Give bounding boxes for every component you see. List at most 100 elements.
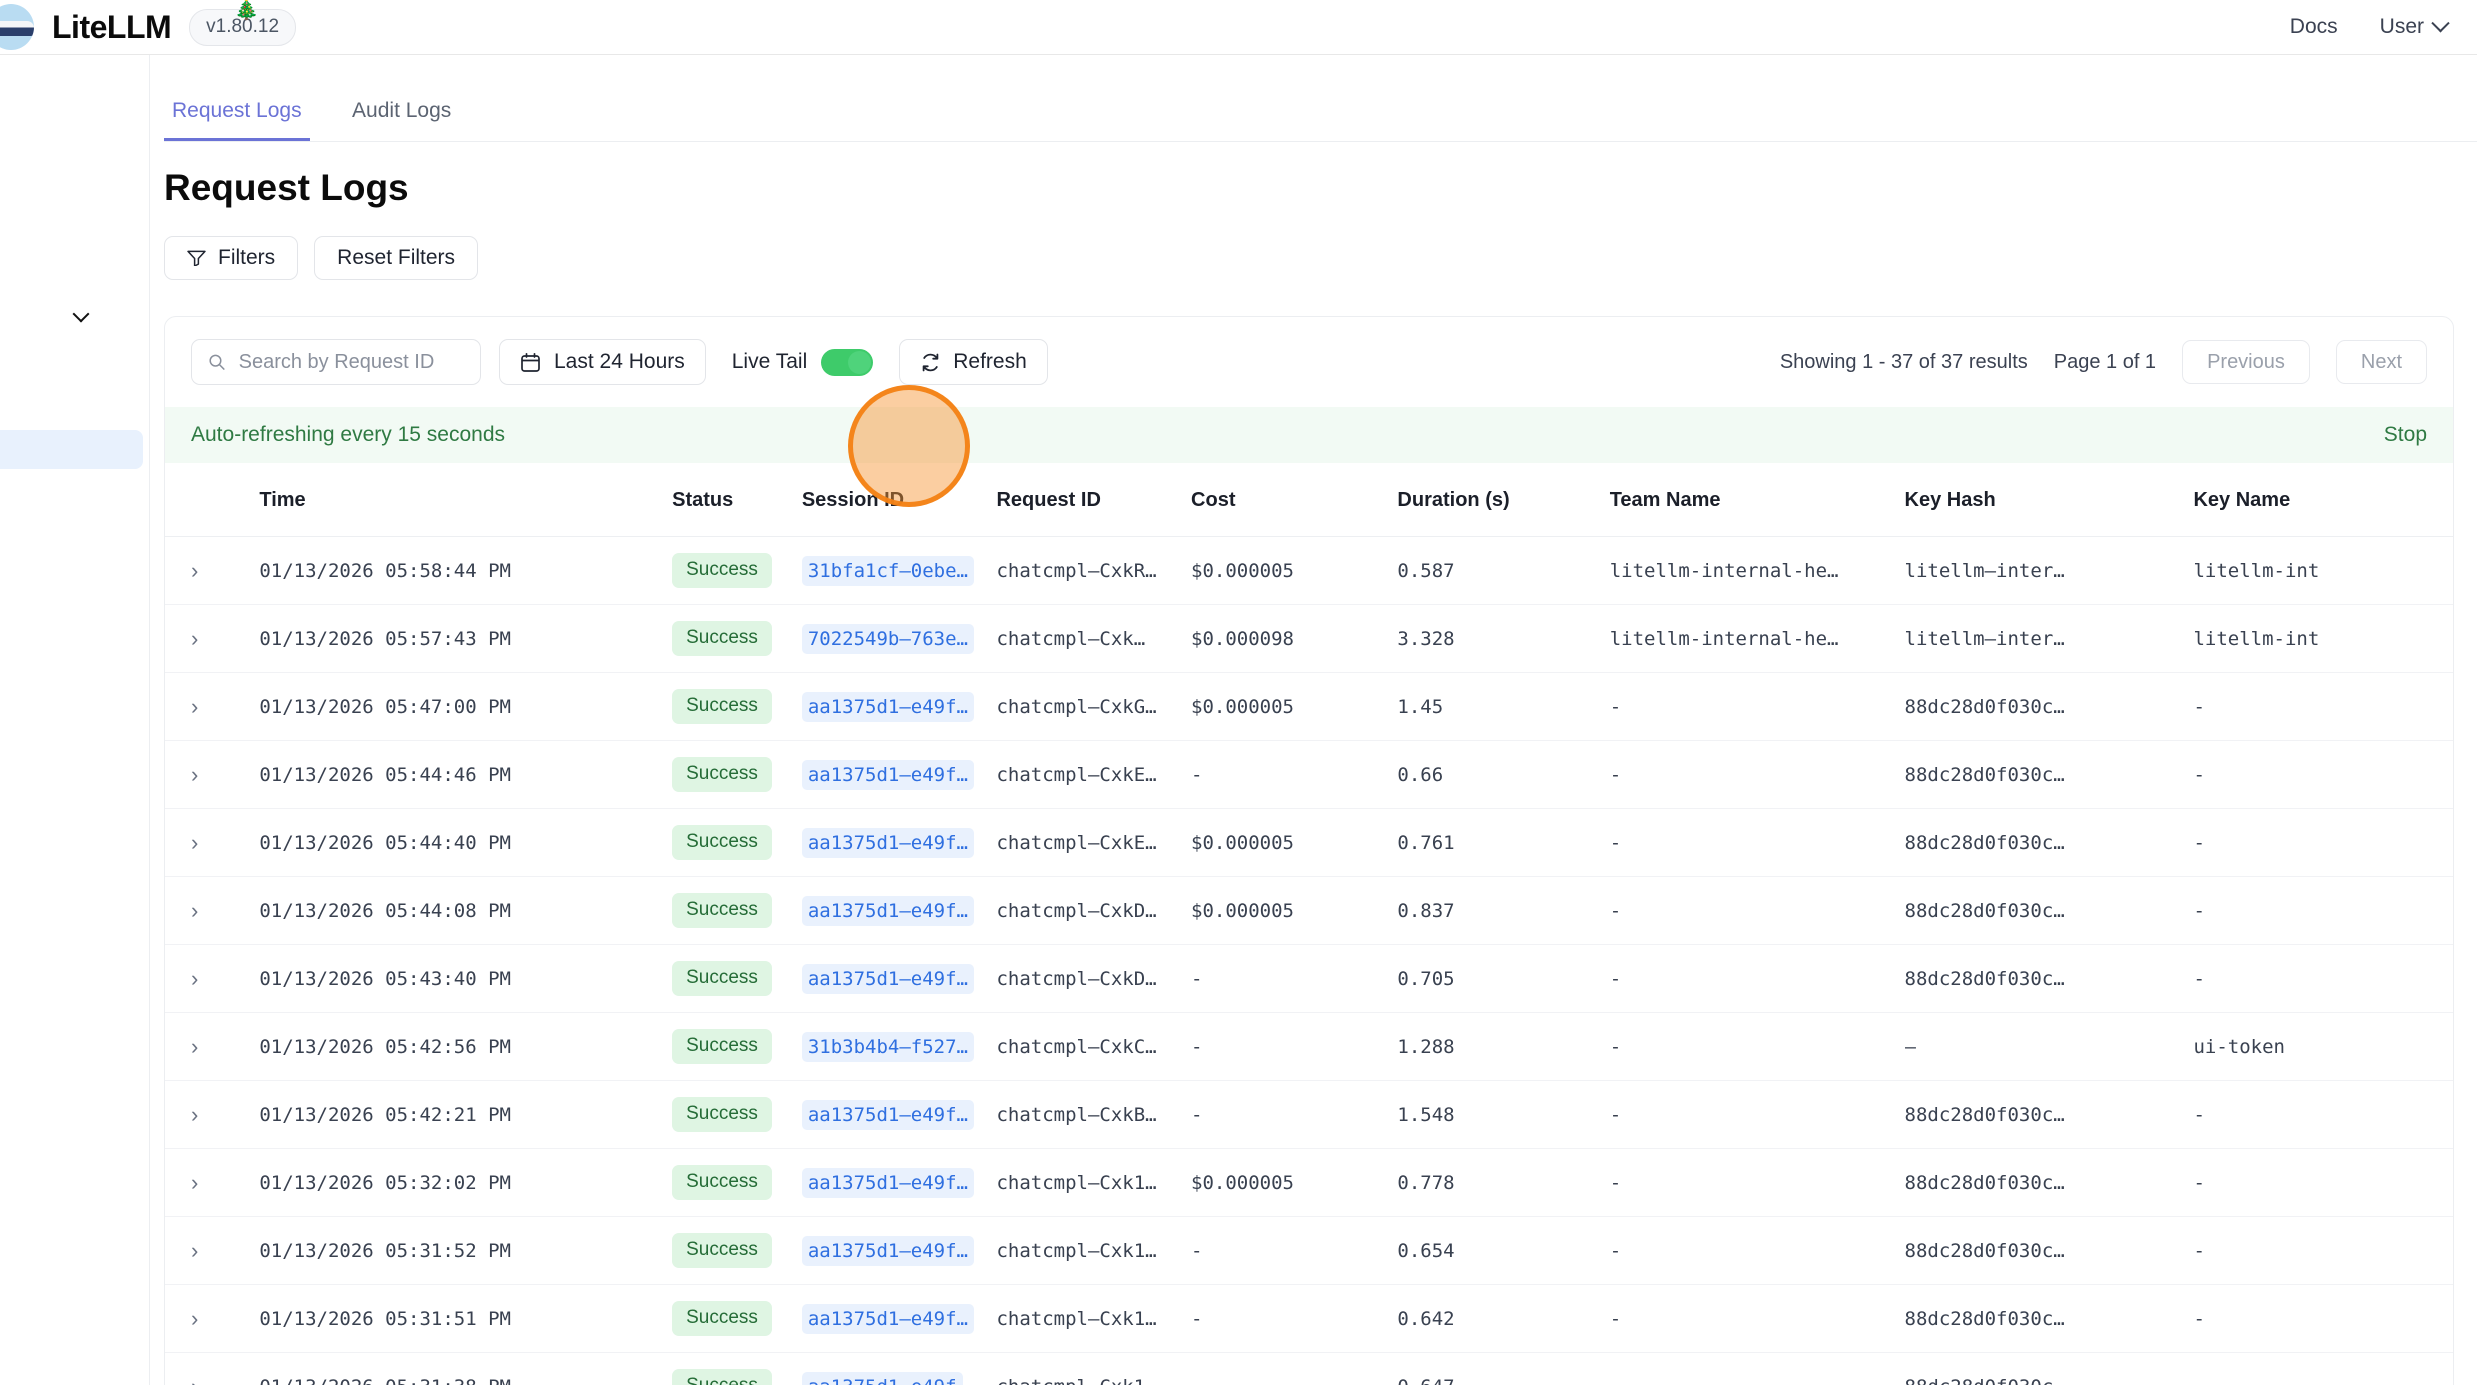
stop-auto-refresh-button[interactable]: Stop xyxy=(2383,423,2427,446)
table-row[interactable]: › 01/13/2026 05:44:08 PM Success aa1375d1–e… xyxy=(165,876,2453,945)
column-team-name[interactable]: Team Name xyxy=(1609,463,1905,537)
chevron-right-icon: › xyxy=(191,1033,199,1059)
docs-link[interactable]: Docs xyxy=(2289,15,2338,38)
brand[interactable]: LiteLLM 🎄 v1.80.12 xyxy=(0,0,297,50)
session-id-link[interactable]: 31bfa1cf–0ebe… xyxy=(801,555,974,586)
cell-request-id: chatcmpl–Cxk1 xyxy=(996,1352,1192,1385)
cell-session-id[interactable]: 7022549b–763e… xyxy=(801,604,997,673)
chevron-right-icon: › xyxy=(191,829,199,855)
session-id-link[interactable]: aa1375d1–e49f… xyxy=(801,963,974,994)
sidebar-item-teams[interactable]: s xyxy=(0,623,149,662)
sidebar-item-expandable[interactable] xyxy=(0,294,149,333)
session-id-link[interactable]: aa1375d1–e49f… xyxy=(801,827,974,858)
date-range-button[interactable]: Last 24 Hours xyxy=(499,339,706,385)
row-expand-toggle[interactable]: › xyxy=(165,672,260,741)
column-key-hash[interactable]: Key Hash xyxy=(1904,463,2194,537)
session-id-link[interactable]: 31b3b4b4–f527… xyxy=(801,1031,974,1062)
row-expand-toggle[interactable]: › xyxy=(165,1012,260,1081)
sidebar-item-new[interactable]: New xyxy=(0,391,149,430)
cell-session-id[interactable]: aa1375d1–e49f… xyxy=(801,944,997,1013)
row-expand-toggle[interactable]: › xyxy=(165,740,260,809)
sidebar-item-logs-selected[interactable] xyxy=(0,430,143,469)
cell-key-name: ui-token xyxy=(2193,1012,2453,1081)
sidebar-item-keys[interactable]: Keys xyxy=(0,81,149,120)
session-id-link[interactable]: aa1375d1–e49f… xyxy=(801,691,974,722)
column-duration[interactable]: Duration (s) xyxy=(1397,463,1610,537)
live-tail-control[interactable]: Live Tail xyxy=(732,348,874,376)
row-expand-toggle[interactable]: › xyxy=(165,808,260,877)
sidebar-item-api-reference[interactable]: erence xyxy=(0,720,149,759)
cell-session-id[interactable]: aa1375d1–e49f… xyxy=(801,1080,997,1149)
next-page-button[interactable]: Next xyxy=(2335,340,2427,384)
previous-page-button[interactable]: Previous xyxy=(2182,340,2310,384)
sidebar-item-mcp-servers[interactable]: rvers xyxy=(0,216,149,255)
row-expand-toggle[interactable]: › xyxy=(165,1352,260,1385)
table-row[interactable]: › 01/13/2026 05:43:40 PM Success aa1375d1–e… xyxy=(165,944,2453,1013)
sidebar-item-playground[interactable]: und xyxy=(0,120,149,159)
cell-request-id: chatcmpl–CxkR… xyxy=(996,536,1192,605)
session-id-link[interactable]: aa1375d1–e49f… xyxy=(801,759,974,790)
column-request-id[interactable]: Request ID xyxy=(996,463,1192,537)
table-row[interactable]: › 01/13/2026 05:31:52 PM Success aa1375d1–e… xyxy=(165,1216,2453,1285)
page-indicator: Page 1 of 1 xyxy=(2053,350,2157,373)
table-row[interactable]: › 01/13/2026 05:31:51 PM Success aa1375d1–e… xyxy=(165,1284,2453,1353)
cell-team-name: - xyxy=(1609,876,1905,945)
session-id-link[interactable]: aa1375d1–e49f… xyxy=(801,1167,974,1198)
row-expand-toggle[interactable]: › xyxy=(165,1148,260,1217)
column-session-id[interactable]: Session ID xyxy=(801,463,997,537)
row-expand-toggle[interactable]: › xyxy=(165,536,260,605)
row-expand-toggle[interactable]: › xyxy=(165,1216,260,1285)
column-cost[interactable]: Cost xyxy=(1191,463,1398,537)
sidebar-item-endpoints[interactable]: + Endpoints xyxy=(0,159,149,198)
session-id-link[interactable]: aa1375d1–e49f xyxy=(801,1371,963,1385)
column-time[interactable]: Time xyxy=(259,463,673,537)
cell-session-id[interactable]: aa1375d1–e49f… xyxy=(801,1284,997,1353)
cell-time: 01/13/2026 05:44:40 PM xyxy=(259,808,673,877)
table-row[interactable]: › 01/13/2026 05:42:56 PM Success 31b3b4b4–f… xyxy=(165,1012,2453,1081)
row-expand-toggle[interactable]: › xyxy=(165,1080,260,1149)
table-row[interactable]: › 01/13/2026 05:44:40 PM Success aa1375d1–e… xyxy=(165,808,2453,877)
column-status[interactable]: Status xyxy=(672,463,802,537)
cell-session-id[interactable]: 31b3b4b4–f527… xyxy=(801,1012,997,1081)
sidebar-item-organizations[interactable]: ations xyxy=(0,584,149,623)
cell-session-id[interactable]: aa1375d1–e49f… xyxy=(801,1216,997,1285)
session-id-link[interactable]: aa1375d1–e49f… xyxy=(801,1303,974,1334)
table-row[interactable]: › 01/13/2026 05:32:02 PM Success aa1375d1–e… xyxy=(165,1148,2453,1217)
live-tail-toggle[interactable] xyxy=(821,348,874,376)
cell-session-id[interactable]: aa1375d1–e49f xyxy=(801,1352,997,1385)
column-key-name[interactable]: Key Name xyxy=(2193,463,2453,537)
row-expand-toggle[interactable]: › xyxy=(165,604,260,673)
table-row[interactable]: › 01/13/2026 05:58:44 PM Success 31bfa1cf–0… xyxy=(165,536,2453,605)
cell-session-id[interactable]: aa1375d1–e49f… xyxy=(801,808,997,877)
sidebar-item-guardrails[interactable]: ils xyxy=(0,255,149,294)
table-row[interactable]: › 01/13/2026 05:57:43 PM Success 7022549b–7… xyxy=(165,604,2453,673)
cell-session-id[interactable]: aa1375d1–e49f… xyxy=(801,1148,997,1217)
search-box[interactable] xyxy=(191,339,481,385)
sidebar-item-users[interactable]: Users xyxy=(0,527,149,566)
row-expand-toggle[interactable]: › xyxy=(165,876,260,945)
cell-session-id[interactable]: aa1375d1–e49f… xyxy=(801,672,997,741)
reset-filters-button[interactable]: Reset Filters xyxy=(314,236,479,280)
row-expand-toggle[interactable]: › xyxy=(165,944,260,1013)
table-row[interactable]: › 01/13/2026 05:44:46 PM Success aa1375d1–e… xyxy=(165,740,2453,809)
tab-request-logs[interactable]: Request Logs xyxy=(164,80,310,141)
cell-session-id[interactable]: aa1375d1–e49f… xyxy=(801,740,997,809)
table-row[interactable]: › 01/13/2026 05:42:21 PM Success aa1375d1–e… xyxy=(165,1080,2453,1149)
refresh-button[interactable]: Refresh xyxy=(899,339,1048,385)
cell-time: 01/13/2026 05:42:56 PM xyxy=(259,1012,673,1081)
search-input[interactable] xyxy=(238,350,464,374)
filters-button[interactable]: Filters xyxy=(164,236,299,280)
row-expand-toggle[interactable]: › xyxy=(165,1284,260,1353)
session-id-link[interactable]: aa1375d1–e49f… xyxy=(801,1099,974,1130)
session-id-link[interactable]: aa1375d1–e49f… xyxy=(801,895,974,926)
session-id-link[interactable]: 7022549b–763e… xyxy=(801,623,974,654)
cell-key-hash: litellm–inter… xyxy=(1904,604,2194,673)
session-id-link[interactable]: aa1375d1–e49f… xyxy=(801,1235,974,1266)
cell-session-id[interactable]: aa1375d1–e49f… xyxy=(801,876,997,945)
user-menu[interactable]: User xyxy=(2380,13,2450,39)
table-row[interactable]: › 01/13/2026 05:47:00 PM Success aa1375d1–e… xyxy=(165,672,2453,741)
tab-audit-logs[interactable]: Audit Logs xyxy=(344,80,459,141)
cell-session-id[interactable]: 31bfa1cf–0ebe… xyxy=(801,536,997,605)
